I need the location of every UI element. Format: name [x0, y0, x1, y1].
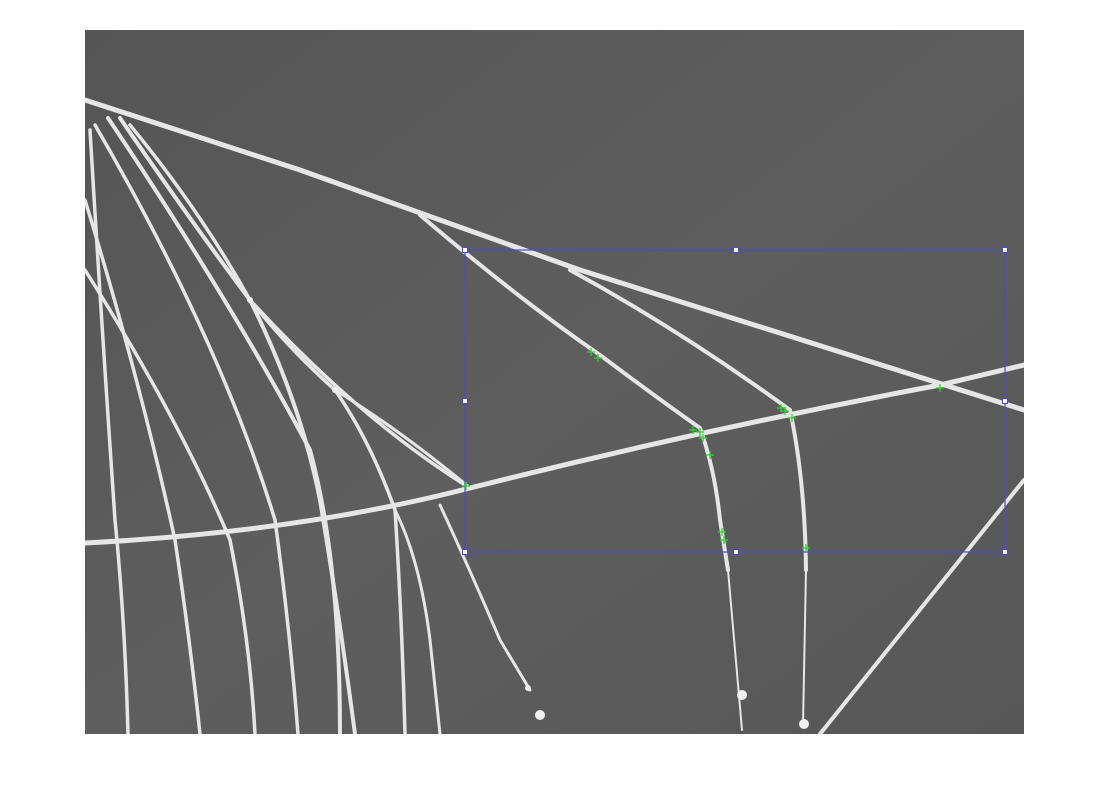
roi-resize-handle[interactable]: [733, 247, 739, 253]
roi-rectangle[interactable]: [462, 247, 1008, 555]
web-thread: [118, 116, 357, 734]
roi-resize-handle[interactable]: [1002, 398, 1008, 404]
web-thread: [818, 478, 1024, 734]
web-thread: [85, 198, 202, 734]
web-thread: [418, 213, 730, 572]
feature-marker: [720, 536, 728, 544]
web-thread: [568, 268, 808, 572]
feature-marker: [699, 434, 707, 442]
feature-marker: [689, 426, 697, 434]
roi-resize-handle[interactable]: [1002, 247, 1008, 253]
feature-markers: [462, 348, 944, 552]
feature-marker: [788, 414, 796, 422]
web-thread: [727, 569, 743, 731]
web-thread: [438, 503, 532, 692]
feature-marker: [594, 354, 602, 362]
roi-resize-handle[interactable]: [462, 247, 468, 253]
dew-droplet: [799, 719, 809, 729]
feature-marker: [781, 407, 789, 415]
roi-resize-handle[interactable]: [462, 549, 468, 555]
dew-droplet: [332, 387, 338, 393]
web-thread: [93, 123, 300, 734]
web-thread: [802, 569, 807, 726]
web-threads: [85, 97, 1024, 734]
dew-droplet: [525, 685, 531, 691]
web-thread: [85, 268, 257, 734]
dew-droplet: [535, 710, 545, 720]
web-thread: [248, 298, 407, 734]
web-thread: [333, 388, 472, 490]
roi-resize-handle[interactable]: [733, 549, 739, 555]
feature-marker: [706, 451, 714, 459]
dew-droplet: [737, 690, 747, 700]
feature-marker: [462, 482, 470, 490]
feature-marker: [718, 528, 726, 536]
feature-marker: [696, 428, 704, 436]
dew-droplet: [247, 297, 253, 303]
roi-resize-handle[interactable]: [1002, 549, 1008, 555]
feature-marker: [587, 348, 595, 356]
roi-handles[interactable]: [462, 247, 1008, 555]
feature-marker: [936, 384, 944, 392]
web-thread: [88, 128, 130, 734]
web-thread: [393, 508, 442, 734]
feature-marker: [802, 544, 810, 552]
roi-resize-handle[interactable]: [462, 398, 468, 404]
web-thread: [85, 97, 1024, 413]
